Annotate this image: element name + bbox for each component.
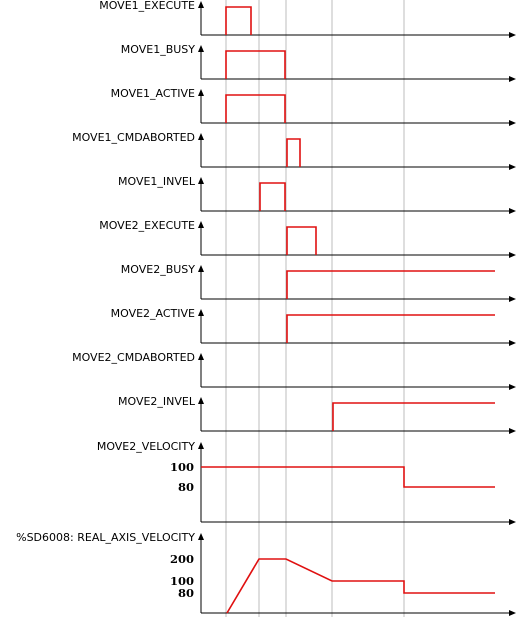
signal-row: MOVE2_VELOCITY 100 80 bbox=[97, 440, 516, 525]
signal-row: MOVE2_ACTIVE bbox=[111, 307, 516, 346]
signal-row: MOVE1_INVEL bbox=[118, 175, 516, 214]
y-axis-arrow-icon bbox=[198, 177, 204, 184]
y-axis-arrow-icon bbox=[198, 45, 204, 52]
signal-row: MOVE1_BUSY bbox=[121, 43, 516, 82]
y-axis-arrow-icon bbox=[198, 397, 204, 404]
signal-row: MOVE1_CMDABORTED bbox=[72, 131, 516, 170]
signal-pulse bbox=[286, 314, 495, 343]
time-axis-arrow-icon bbox=[509, 384, 516, 390]
signal-label: MOVE1_CMDABORTED bbox=[72, 131, 195, 144]
signal-pulse bbox=[225, 50, 286, 79]
signal-row: MOVE2_CMDABORTED bbox=[72, 351, 516, 390]
signal-pulse bbox=[332, 402, 495, 431]
signal-label: MOVE2_VELOCITY bbox=[97, 440, 195, 453]
y-axis-arrow-icon bbox=[198, 353, 204, 360]
tick-label: 100 bbox=[170, 460, 194, 474]
y-axis-arrow-icon bbox=[198, 1, 204, 8]
time-axis-arrow-icon bbox=[509, 32, 516, 38]
y-axis-arrow-icon bbox=[198, 133, 204, 140]
y-axis-arrow-icon bbox=[198, 533, 204, 540]
signal-label: MOVE1_EXECUTE bbox=[99, 0, 195, 12]
signal-pulse bbox=[225, 94, 286, 123]
time-axis-arrow-icon bbox=[509, 610, 516, 616]
velocity-trace bbox=[201, 466, 495, 488]
signal-label: MOVE2_INVEL bbox=[118, 395, 196, 408]
signal-pulse bbox=[259, 182, 286, 211]
time-axis-arrow-icon bbox=[509, 428, 516, 434]
time-axis-arrow-icon bbox=[509, 208, 516, 214]
time-axis-arrow-icon bbox=[509, 519, 516, 525]
signal-row: MOVE1_EXECUTE bbox=[99, 0, 516, 38]
y-axis-arrow-icon bbox=[198, 309, 204, 316]
y-axis-arrow-icon bbox=[198, 89, 204, 96]
signal-row: MOVE2_BUSY bbox=[121, 263, 516, 302]
y-axis-arrow-icon bbox=[198, 221, 204, 228]
signal-pulse bbox=[225, 6, 252, 35]
guide-lines bbox=[225, 0, 405, 617]
signal-label: MOVE2_EXECUTE bbox=[99, 219, 195, 232]
time-axis-arrow-icon bbox=[509, 252, 516, 258]
signal-label: MOVE1_BUSY bbox=[121, 43, 196, 56]
time-axis-arrow-icon bbox=[509, 164, 516, 170]
signal-row: MOVE2_EXECUTE bbox=[99, 219, 516, 258]
time-axis-arrow-icon bbox=[509, 76, 516, 82]
time-axis-arrow-icon bbox=[509, 296, 516, 302]
signal-pulse bbox=[286, 138, 301, 167]
signal-pulse bbox=[286, 226, 317, 255]
tick-label: 100 bbox=[170, 574, 194, 588]
time-axis-arrow-icon bbox=[509, 120, 516, 126]
velocity-trace bbox=[226, 558, 495, 614]
tick-label: 80 bbox=[178, 586, 194, 600]
signal-label: MOVE2_BUSY bbox=[121, 263, 196, 276]
signal-pulse bbox=[286, 270, 495, 299]
signal-label: MOVE2_ACTIVE bbox=[111, 307, 195, 320]
tick-label: 200 bbox=[170, 552, 194, 566]
signal-label: %SD6008: REAL_AXIS_VELOCITY bbox=[16, 531, 195, 544]
time-axis-arrow-icon bbox=[509, 340, 516, 346]
signal-row: MOVE1_ACTIVE bbox=[111, 87, 516, 126]
signal-label: MOVE1_ACTIVE bbox=[111, 87, 195, 100]
tick-label: 80 bbox=[178, 480, 194, 494]
signal-label: MOVE2_CMDABORTED bbox=[72, 351, 195, 364]
y-axis-arrow-icon bbox=[198, 265, 204, 272]
y-axis-arrow-icon bbox=[198, 442, 204, 449]
signal-row: MOVE2_INVEL bbox=[118, 395, 516, 434]
signal-label: MOVE1_INVEL bbox=[118, 175, 196, 188]
